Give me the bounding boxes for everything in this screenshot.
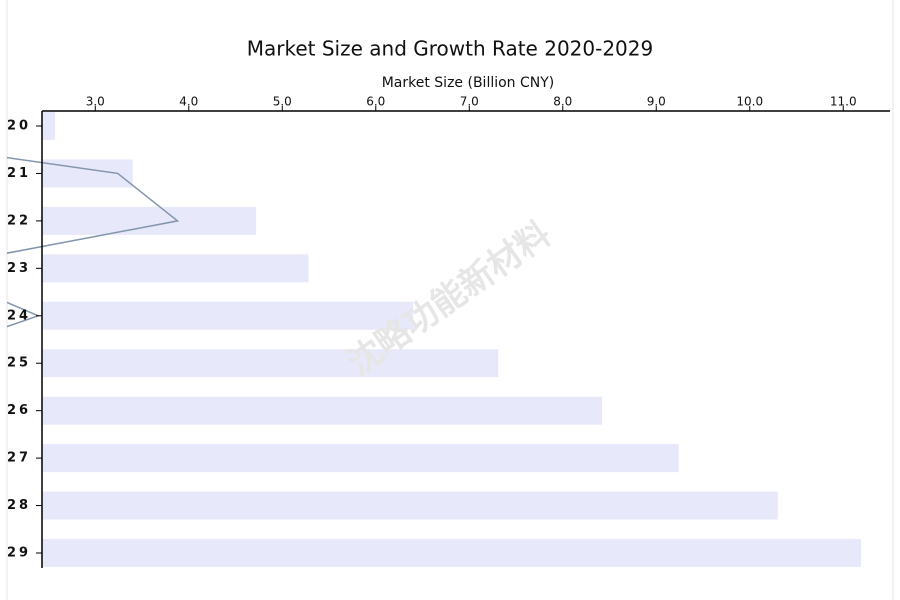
bar <box>42 396 603 425</box>
y-tick-label: 24 <box>7 308 31 323</box>
y-tick-label: 23 <box>7 261 31 276</box>
y-tick-label: 20 <box>7 119 31 134</box>
y-tick-label: 27 <box>7 451 31 466</box>
x-tick-label: 4.0 <box>179 95 198 109</box>
x-tick-label: 8.0 <box>553 95 572 109</box>
bar <box>42 301 414 330</box>
bar <box>42 112 56 140</box>
y-tick-label: 29 <box>7 546 31 561</box>
y-tick-label: 21 <box>7 166 31 181</box>
y-tick-label: 26 <box>7 403 31 418</box>
x-tick-label: 3.0 <box>86 95 105 109</box>
y-tick-label: 22 <box>7 213 31 228</box>
bar <box>42 206 257 235</box>
line <box>7 156 180 328</box>
bar <box>42 159 133 188</box>
y-tick-label: 25 <box>7 356 31 371</box>
x-tick-label: 10.0 <box>736 95 763 109</box>
bar <box>42 254 309 283</box>
x-tick-label: 6.0 <box>366 95 385 109</box>
chart-title: Market Size and Growth Rate 2020-2029 <box>247 37 653 61</box>
x-tick-label: 11.0 <box>830 95 857 109</box>
y-tick-label: 28 <box>7 498 31 513</box>
bar <box>42 539 862 567</box>
x-tick-label: 7.0 <box>460 95 479 109</box>
bar <box>42 444 679 473</box>
x-tick-label: 9.0 <box>647 95 666 109</box>
bar <box>42 491 778 520</box>
x-tick-label: 5.0 <box>273 95 292 109</box>
bar <box>42 349 499 378</box>
x-axis-label: Market Size (Billion CNY) <box>382 75 555 91</box>
